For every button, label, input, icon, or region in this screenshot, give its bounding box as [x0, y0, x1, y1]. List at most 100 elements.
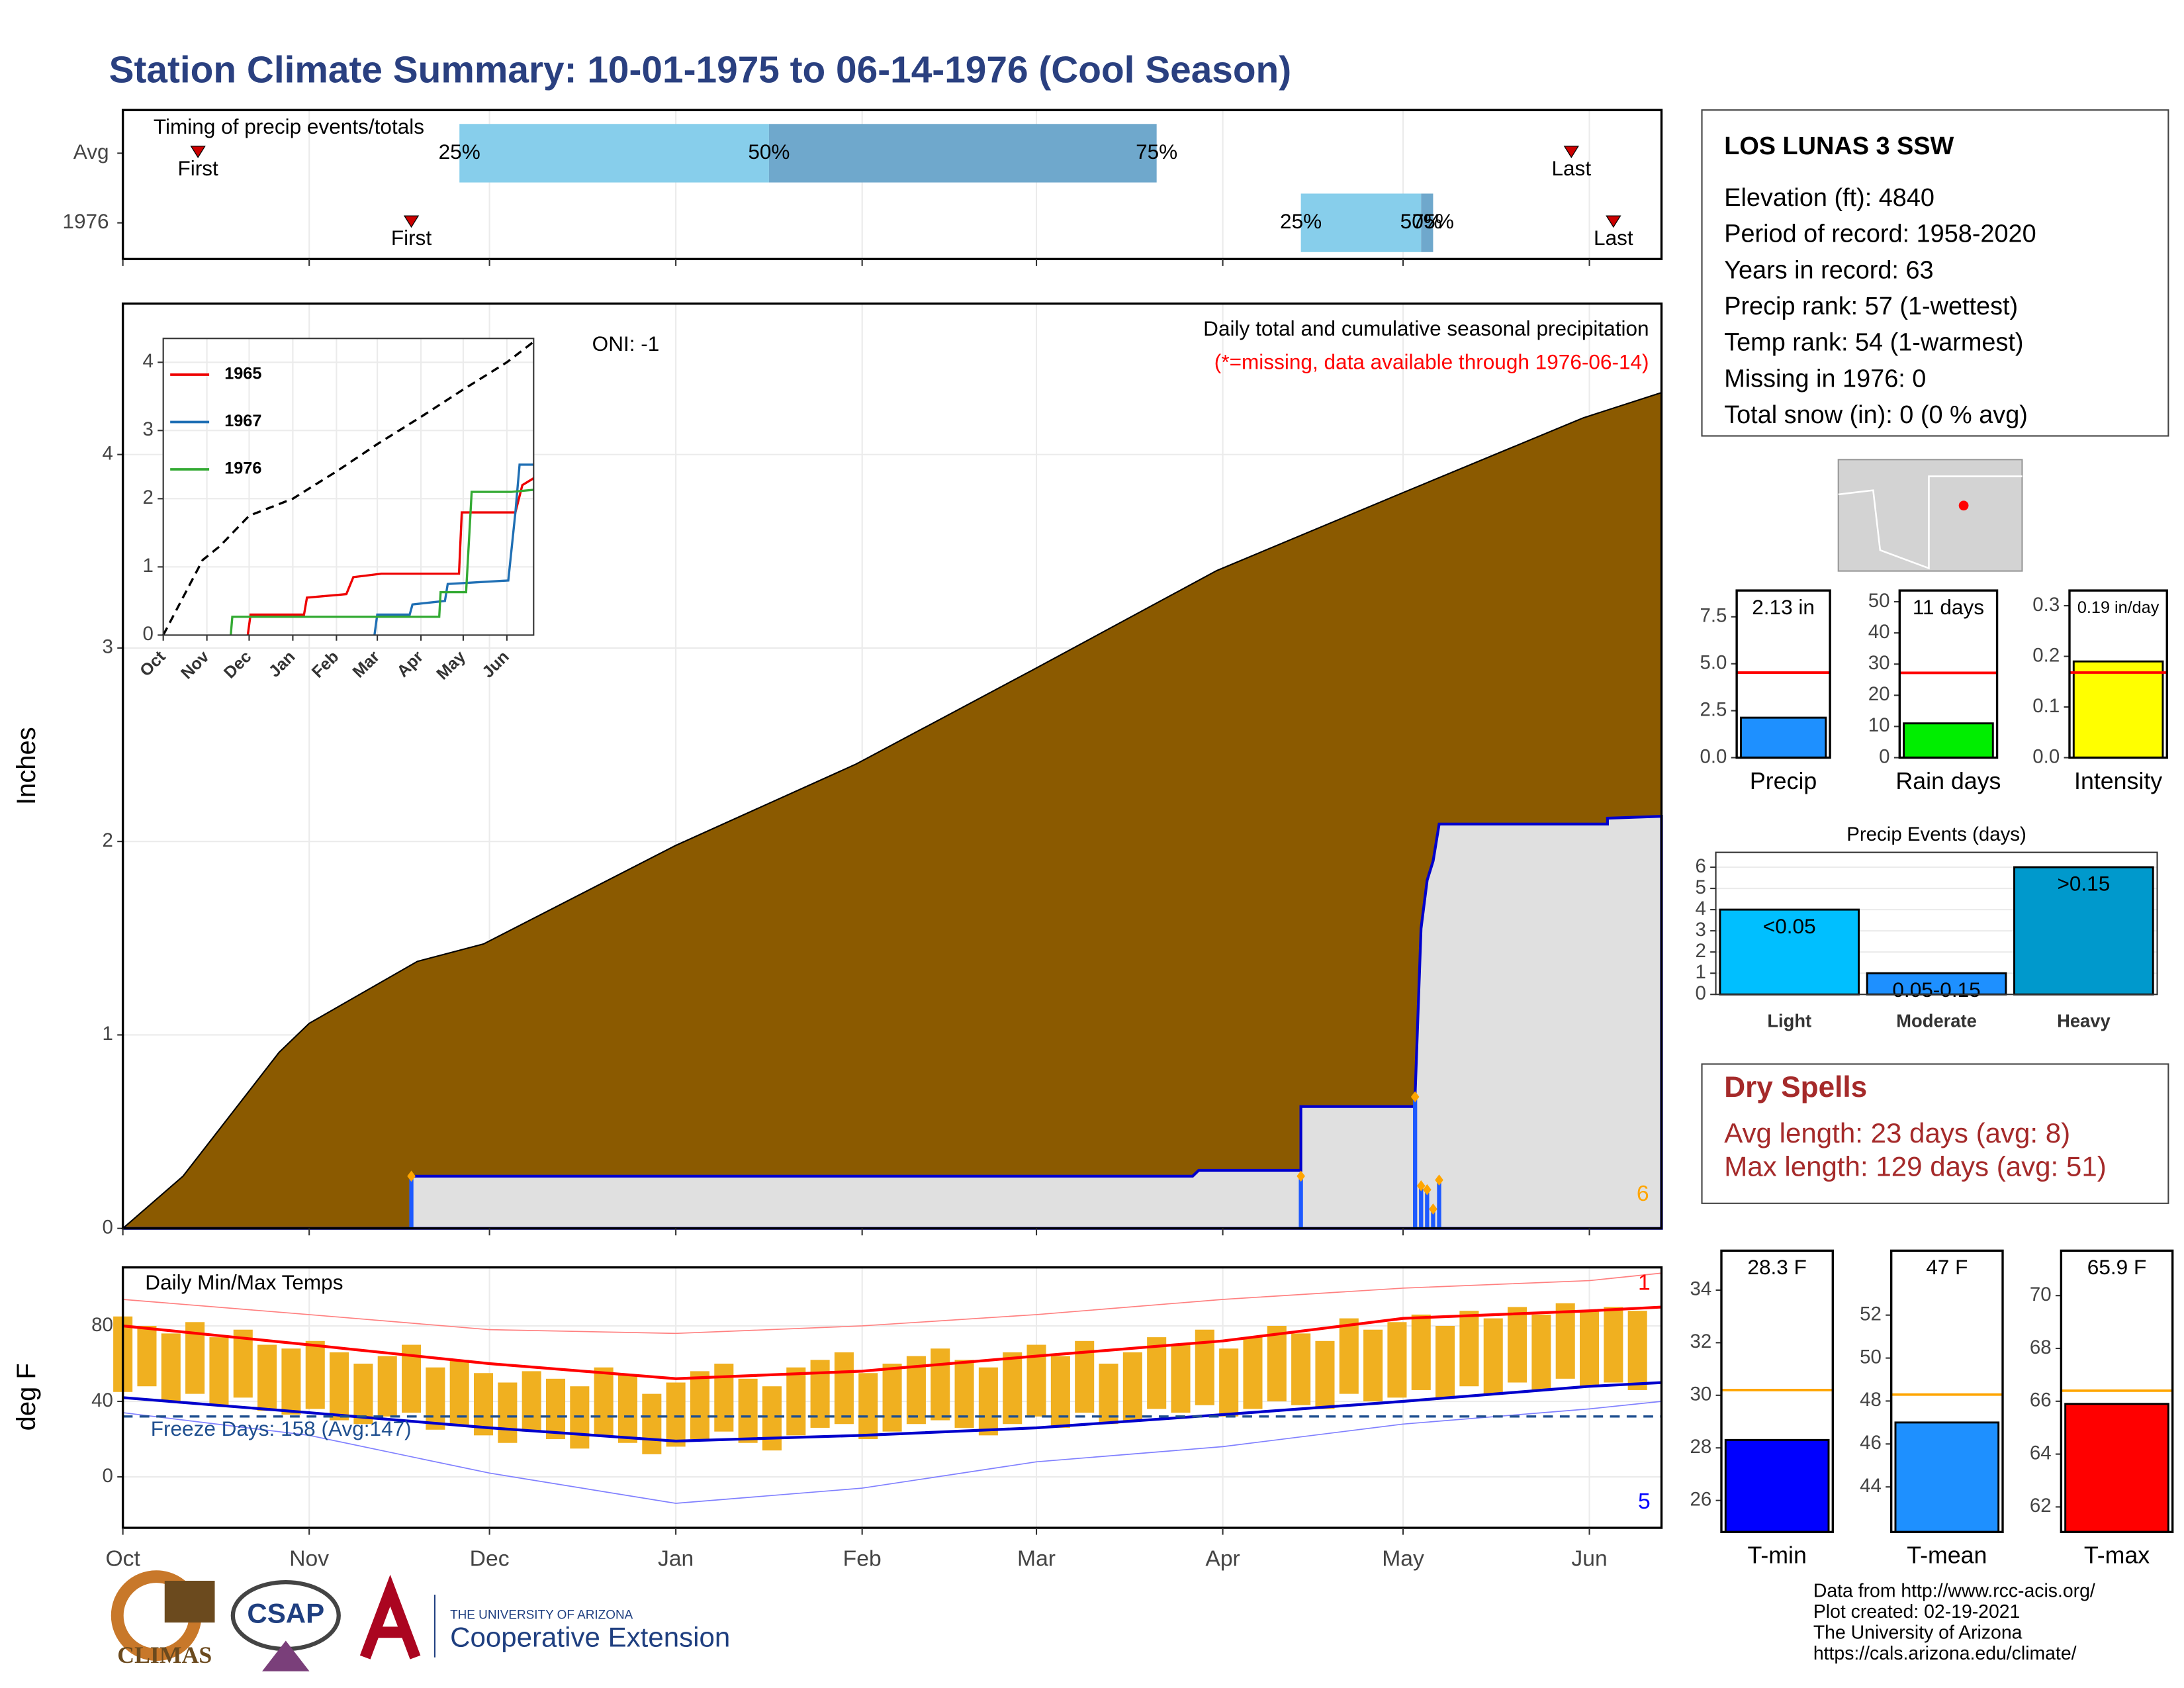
event-marker: [1606, 215, 1621, 228]
dry-spells-box: [1701, 1063, 2169, 1204]
y-tick-label: 2.5: [1700, 698, 1727, 720]
y-tick-label: 80: [91, 1314, 113, 1336]
y-tick-label: 52: [1860, 1303, 1882, 1325]
daily-temp-bar: [209, 1337, 229, 1405]
daily-temp-bar: [233, 1329, 253, 1398]
value-label: 47 F: [1926, 1255, 1968, 1279]
bar-category: T-mean: [1907, 1542, 1987, 1569]
y-tick-label: 40: [91, 1389, 113, 1411]
daily-temp-bar: [330, 1352, 349, 1421]
bar-category: T-min: [1747, 1542, 1806, 1569]
first-label: First: [391, 226, 432, 250]
daily-temp-bar: [353, 1364, 373, 1425]
y-tick-label: 1: [103, 1023, 113, 1045]
daily-temp-bar: [1435, 1325, 1455, 1398]
x-tick-label: Feb: [843, 1546, 882, 1571]
daily-temp-bar: [1363, 1329, 1383, 1402]
daily-temp-bar: [642, 1393, 662, 1454]
row-label: 1976: [62, 209, 109, 233]
daily-temp-bar: [714, 1364, 734, 1432]
y-tick-label: 1: [1695, 961, 1706, 983]
bar-25-50: [1300, 193, 1422, 252]
dry-spells-line: Max length: 129 days (avg: 51): [1724, 1150, 2107, 1182]
y-tick-label: 2: [1695, 940, 1706, 962]
y-tick-label: 48: [1860, 1389, 1882, 1411]
daily-temp-bar: [1291, 1333, 1311, 1405]
y-tick-label: 3: [1695, 919, 1706, 941]
daily-temp-bar: [449, 1360, 469, 1427]
daily-temp-bar: [426, 1367, 445, 1430]
event-marker: [1563, 146, 1579, 158]
daily-temp-bar: [1243, 1337, 1263, 1409]
logos: CLIMAS CSAP THE UNIVERSITY OF ARIZONA Co…: [111, 1570, 730, 1671]
freeze-label: Freeze Days: 158 (Avg:147): [151, 1417, 412, 1440]
y-tick-label: 0.0: [2032, 745, 2060, 767]
daily-temp-bar: [257, 1344, 277, 1411]
daily-temp-bar: [1171, 1344, 1191, 1413]
y-tick-label: 4: [143, 350, 154, 372]
oni: ONI: -1: [592, 332, 660, 355]
temp-title: Daily Min/Max Temps: [145, 1270, 343, 1294]
daily-temp-bar: [1315, 1340, 1335, 1409]
footer-text: The University of Arizona: [1813, 1622, 2023, 1643]
value-label: 28.3 F: [1747, 1255, 1806, 1279]
daily-temp-bar: [498, 1382, 518, 1443]
year-line: [230, 489, 534, 635]
panel-frame: [1735, 589, 1831, 759]
y-tick-label: 66: [2030, 1389, 2052, 1411]
bar-category: Rain days: [1895, 768, 2001, 794]
avg-cumulative-area: [120, 391, 1662, 1229]
panel-frame: [1889, 1249, 2004, 1534]
y-tick-label: 5: [1695, 876, 1706, 898]
y-tick-label: 10: [1868, 714, 1890, 736]
panel-frame: [2068, 589, 2168, 759]
daily-temp-bar: [137, 1325, 157, 1387]
x-tick-label: May: [1382, 1546, 1424, 1571]
daily-temp-bar: [1604, 1307, 1623, 1383]
y-tick-label: 2: [143, 487, 154, 508]
daily-precip-bar: [1431, 1209, 1435, 1229]
y-tick-label: 4: [103, 442, 113, 464]
station-info: Elevation (ft): 4840: [1724, 184, 1934, 212]
footer-text: https://cals.arizona.edu/climate/: [1813, 1643, 2077, 1664]
summary-bar: [2064, 1403, 2169, 1533]
ua-name: THE UNIVERSITY OF ARIZONA: [450, 1609, 633, 1622]
station-info: Period of record: 1958-2020: [1724, 220, 2036, 248]
y-axis-label: deg F: [12, 1363, 41, 1430]
value-label: 65.9 F: [2087, 1255, 2146, 1279]
daily-temp-bar: [882, 1364, 902, 1432]
record-low-count: 5: [1638, 1489, 1651, 1514]
record-high-count: 1: [1638, 1271, 1651, 1295]
y-tick-label: 50: [1860, 1346, 1882, 1368]
title: Station Climate Summary: 10-01-1975 to 0…: [109, 49, 1292, 91]
daily-temp-bar: [1483, 1318, 1503, 1394]
y-axis-label: Inches: [12, 727, 41, 805]
daily-precip-bar: [1298, 1176, 1303, 1229]
temp-line: [122, 1381, 1662, 1443]
y-tick-label: 2: [103, 829, 113, 851]
daily-temp-bar: [1099, 1364, 1118, 1425]
summary-bar: [2072, 660, 2164, 759]
y-tick-label: 26: [1690, 1488, 1712, 1510]
station-info: Precip rank: 57 (1-wettest): [1724, 293, 2018, 320]
daily-temp-bar: [1411, 1314, 1431, 1390]
station-location: [1958, 500, 1969, 511]
percent-label: 25%: [1280, 209, 1322, 233]
value-label: 2.13 in: [1752, 595, 1815, 619]
last-label: Last: [1551, 156, 1591, 180]
x-tick-label: Mar: [1017, 1546, 1056, 1571]
daily-temp-bar: [786, 1367, 806, 1436]
daily-temp-bar: [617, 1375, 638, 1443]
value-label: 0.19 in/day: [2077, 598, 2160, 617]
y-tick-label: 0: [1879, 745, 1889, 767]
y-tick-label: 20: [1868, 683, 1890, 705]
panel-frame: [1720, 1249, 1834, 1534]
y-tick-label: 7.5: [1700, 605, 1727, 627]
x-tick-label: Light: [1767, 1011, 1811, 1031]
x-tick-label: Apr: [1205, 1546, 1240, 1571]
daily-temp-bar: [545, 1378, 566, 1440]
bar-category: Precip: [1750, 768, 1817, 794]
station-name: LOS LUNAS 3 SSW: [1724, 132, 1954, 160]
y-tick-label: 0: [103, 1465, 113, 1487]
